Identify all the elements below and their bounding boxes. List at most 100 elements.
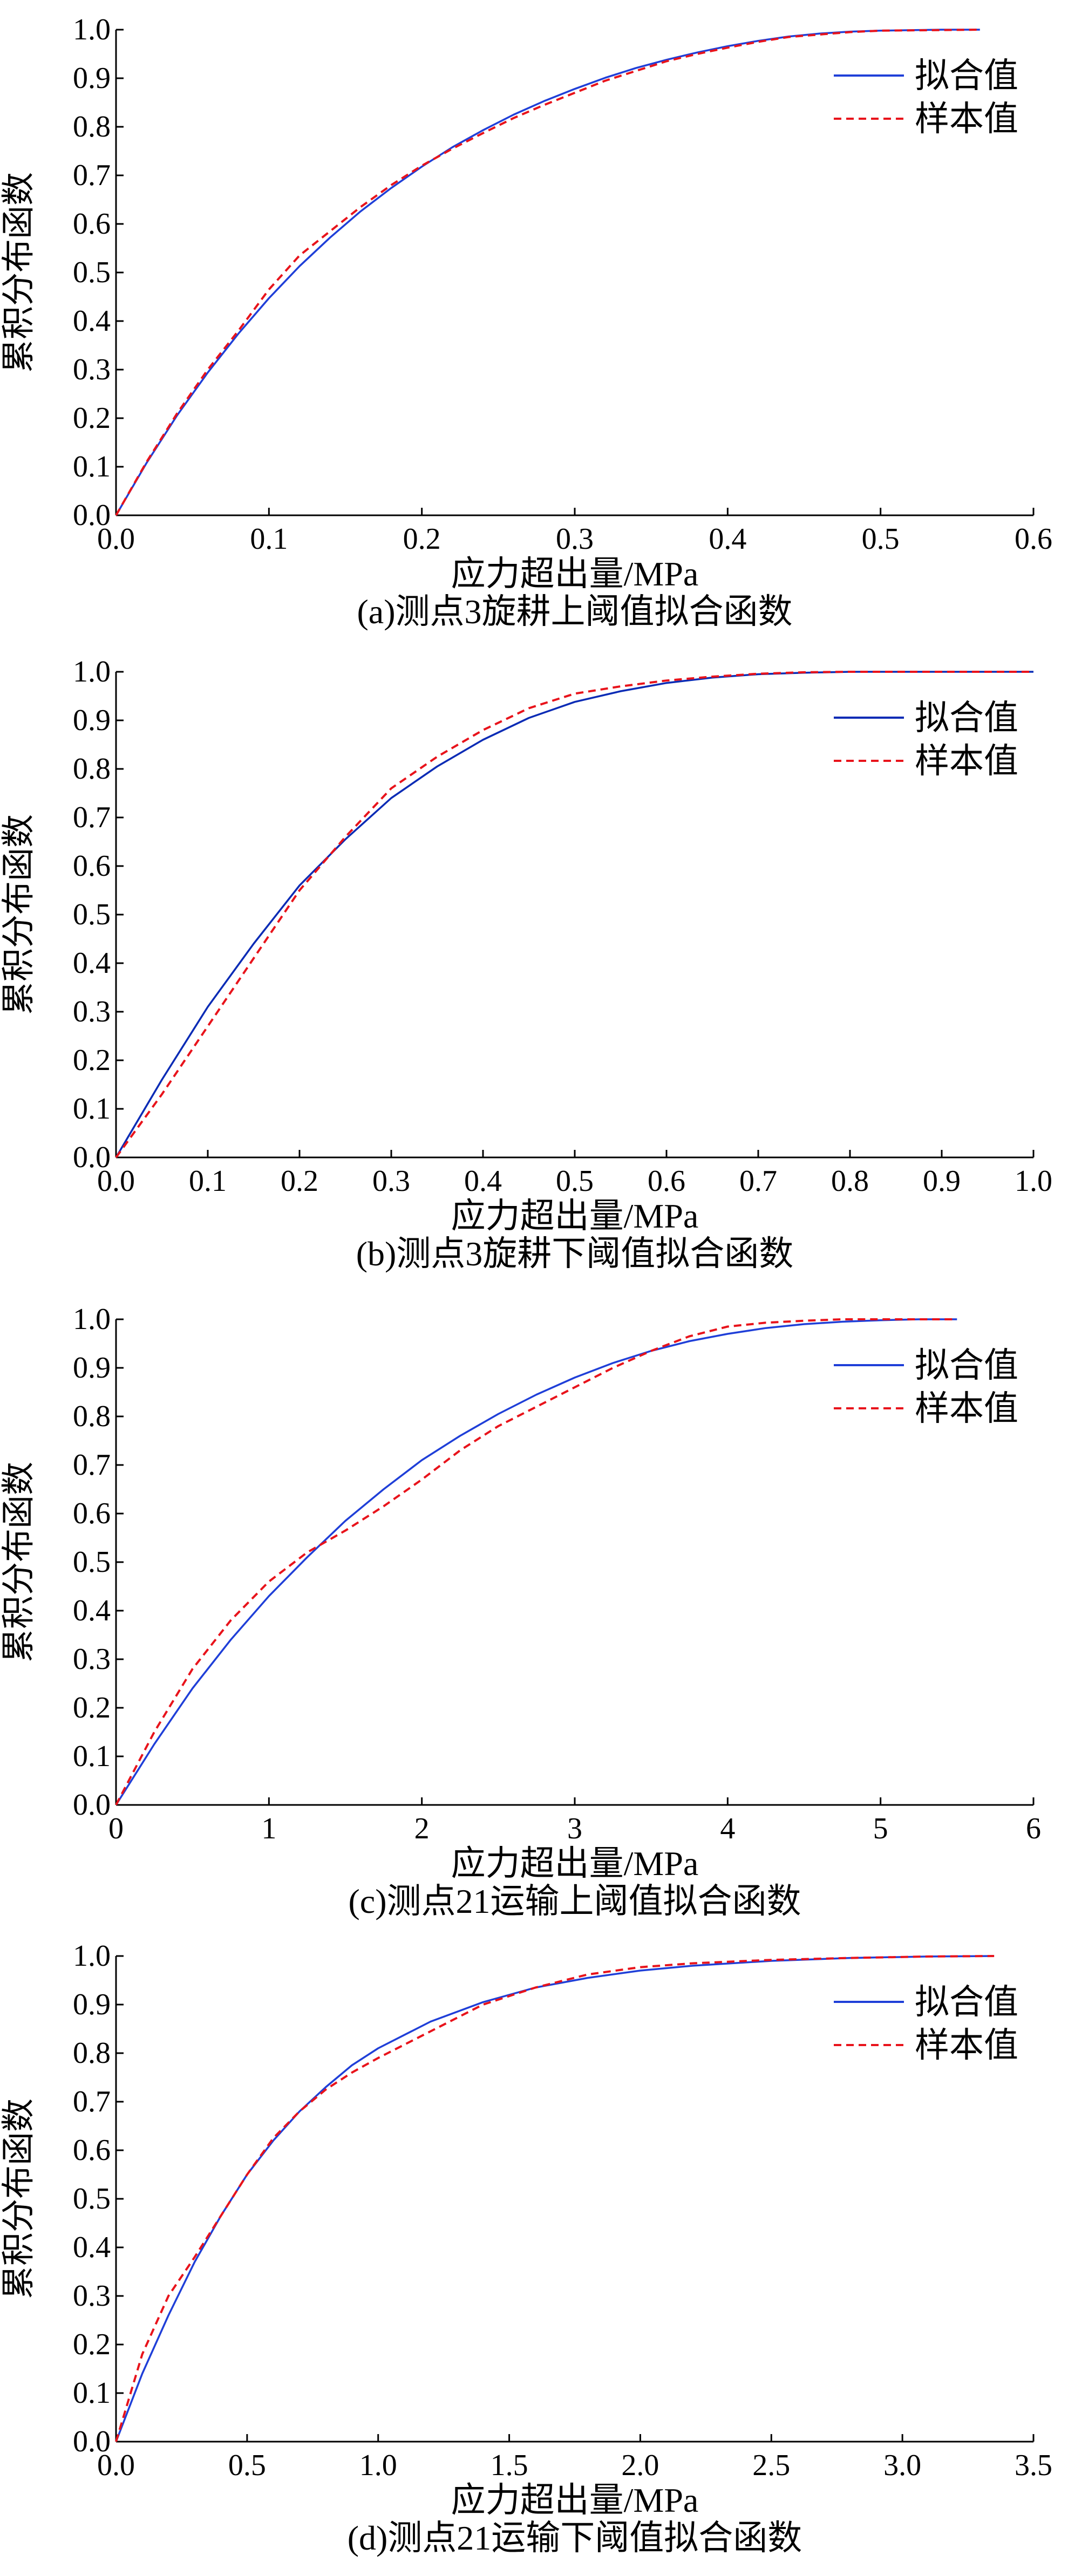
legend-label: 拟合值 <box>915 57 1018 95</box>
y-tick-label: 0.4 <box>73 1594 111 1627</box>
y-tick-label: 0.3 <box>73 1643 111 1676</box>
y-tick-label: 0.7 <box>73 159 111 192</box>
x-tick-label: 1.0 <box>1015 1164 1052 1198</box>
y-tick-label: 0.8 <box>73 2036 111 2070</box>
y-tick-label: 0.2 <box>73 401 111 435</box>
y-tick-label: 0.6 <box>73 2134 111 2167</box>
y-axis-label: 累积分布函数 <box>1 1462 37 1662</box>
y-tick-label: 0.3 <box>73 353 111 386</box>
y-tick-label: 0.4 <box>73 946 111 980</box>
x-tick-label: 2.5 <box>752 2449 790 2482</box>
x-tick-label: 0.6 <box>1015 522 1052 556</box>
y-tick-label: 0.2 <box>73 1691 111 1725</box>
x-tick-label: 0.7 <box>739 1164 777 1198</box>
x-tick-label: 0.1 <box>189 1164 227 1198</box>
y-tick-label: 0.0 <box>73 2425 111 2458</box>
y-tick-label: 0.1 <box>73 1740 111 1773</box>
x-tick-label: 0.4 <box>709 522 746 556</box>
chart-caption: (b)测点3旋耕下阈值拟合函数 <box>356 1235 794 1273</box>
x-tick-label: 0.5 <box>862 522 900 556</box>
y-tick-label: 0.9 <box>73 704 111 737</box>
sample-curve-line <box>115 29 980 516</box>
y-axis-label: 累积分布函数 <box>1 2098 37 2299</box>
fitted-curve-line <box>115 1318 957 1805</box>
x-tick-label: 3.0 <box>883 2449 921 2482</box>
y-tick-label: 0.8 <box>73 752 111 786</box>
sample-curve-line <box>115 1318 957 1805</box>
y-tick-label: 0.9 <box>73 1988 111 2021</box>
y-tick-label: 0.1 <box>73 450 111 483</box>
y-tick-label: 0.3 <box>73 2279 111 2313</box>
x-tick-label: 0.1 <box>250 522 288 556</box>
x-tick-label: 1.5 <box>491 2449 528 2482</box>
x-tick-label: 0.8 <box>831 1164 869 1198</box>
x-tick-label: 2.0 <box>621 2449 659 2482</box>
chart-panel-b: 0.0 0.1 0.2 0.3 0.4 0.5 0.6 0.7 0.8 0.9 1.0 0.0 0.1 0… <box>1 655 1052 1273</box>
y-tick-label: 0.9 <box>73 62 111 95</box>
chart-panel-d: 0.0 0.1 0.2 0.3 0.4 0.5 0.6 0.7 0.8 0.9 1.0 0.0 0.5 1… <box>1 1939 1052 2557</box>
y-tick-label: 1.0 <box>73 1303 111 1336</box>
x-tick-label: 1.0 <box>359 2449 397 2482</box>
x-tick-label: 0.2 <box>403 522 441 556</box>
y-tick-label: 0.4 <box>73 304 111 338</box>
x-tick-label: 0.2 <box>281 1164 318 1198</box>
chart-panel-a: 0.0 0.1 0.2 0.3 0.4 0.5 0.6 0.7 0.8 0.9 1.0 0.0 0.1 0… <box>1 13 1052 631</box>
x-tick-label: 0.5 <box>556 1164 594 1198</box>
y-tick-label: 0.8 <box>73 110 111 144</box>
chart-panel-c: 0.0 0.1 0.2 0.3 0.4 0.5 0.6 0.7 0.8 0.9 1.0 0 1 2 3 4 5 6… <box>1 1303 1041 1920</box>
y-tick-label: 0.6 <box>73 1497 111 1530</box>
y-tick-label: 0.2 <box>73 2328 111 2361</box>
x-tick-label: 3.5 <box>1015 2449 1052 2482</box>
y-tick-label: 0.7 <box>73 801 111 834</box>
y-tick-label: 1.0 <box>73 655 111 689</box>
x-tick-label: 0.3 <box>372 1164 410 1198</box>
x-axis-label: 应力超出量/MPa <box>451 1844 699 1883</box>
fitted-curve-line <box>115 29 980 516</box>
y-tick-label: 0.0 <box>73 1788 111 1822</box>
x-tick-label: 4 <box>720 1812 735 1845</box>
legend-label: 拟合值 <box>915 1983 1018 2021</box>
legend-label: 拟合值 <box>915 699 1018 737</box>
y-tick-label: 0.6 <box>73 207 111 241</box>
x-axis-label: 应力超出量/MPa <box>451 1197 699 1235</box>
x-tick-label: 0.0 <box>97 522 135 556</box>
y-tick-label: 0.8 <box>73 1400 111 1433</box>
x-tick-label: 0.5 <box>228 2449 266 2482</box>
y-tick-label: 0.6 <box>73 849 111 883</box>
y-tick-label: 0.5 <box>73 2182 111 2216</box>
x-tick-label: 0.0 <box>97 2449 135 2482</box>
x-axis-label: 应力超出量/MPa <box>451 555 699 593</box>
x-tick-label: 2 <box>414 1812 430 1845</box>
sample-curve-line <box>115 671 1033 1158</box>
y-tick-label: 0.9 <box>73 1351 111 1385</box>
legend-label: 样本值 <box>915 742 1018 780</box>
y-axis-label: 累积分布函数 <box>1 172 37 373</box>
x-tick-label: 3 <box>567 1812 582 1845</box>
x-tick-label: 0.9 <box>923 1164 961 1198</box>
x-tick-label: 0.3 <box>556 522 594 556</box>
chart-caption: (d)测点21运输下阈值拟合函数 <box>348 2519 802 2557</box>
legend-label: 拟合值 <box>915 1346 1018 1385</box>
y-tick-label: 0.4 <box>73 2231 111 2264</box>
y-tick-label: 0.0 <box>73 499 111 532</box>
y-tick-label: 0.5 <box>73 1545 111 1579</box>
legend-label: 样本值 <box>915 100 1018 138</box>
sample-curve-line <box>115 1955 995 2442</box>
legend-label: 样本值 <box>915 2026 1018 2064</box>
y-tick-label: 0.0 <box>73 1141 111 1174</box>
x-tick-label: 5 <box>873 1812 888 1845</box>
fitted-curve-line <box>115 1955 995 2442</box>
y-tick-label: 0.3 <box>73 995 111 1028</box>
y-tick-label: 0.7 <box>73 2085 111 2118</box>
y-tick-label: 0.5 <box>73 256 111 289</box>
y-axis-label: 累积分布函数 <box>1 814 37 1015</box>
legend-label: 样本值 <box>915 1389 1018 1428</box>
x-axis-label: 应力超出量/MPa <box>451 2481 699 2519</box>
y-tick-label: 0.5 <box>73 898 111 931</box>
chart-caption: (a)测点3旋耕上阈值拟合函数 <box>357 592 792 631</box>
y-tick-label: 0.7 <box>73 1448 111 1482</box>
y-tick-label: 1.0 <box>73 13 111 46</box>
y-tick-label: 1.0 <box>73 1939 111 1973</box>
x-tick-label: 0 <box>108 1812 124 1845</box>
